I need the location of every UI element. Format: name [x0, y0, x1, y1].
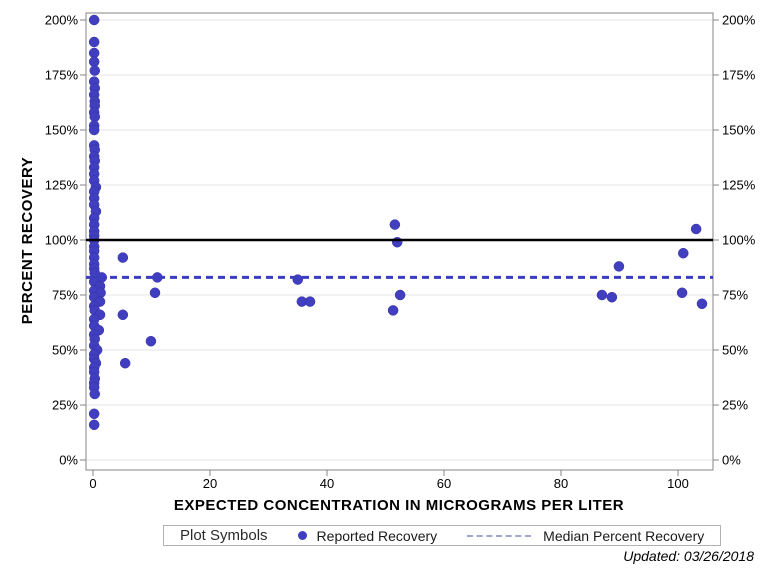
y-tick-label-right: 75% — [722, 287, 749, 303]
data-point — [389, 219, 401, 230]
data-point — [88, 47, 100, 59]
data-point — [391, 236, 403, 248]
y-tick-label-right: 175% — [722, 67, 756, 83]
dashed-line-icon — [467, 534, 532, 537]
y-tick-label-left: 50% — [51, 342, 78, 358]
y-tick-label-right: 50% — [722, 342, 749, 358]
data-point — [613, 261, 625, 272]
data-point — [89, 111, 101, 123]
y-tick-label-left: 25% — [51, 397, 78, 413]
legend-series-label: Reported Recovery — [316, 527, 438, 544]
y-tick-label-left: 100% — [44, 232, 78, 248]
legend-item-median: Median Percent Recovery — [437, 528, 704, 544]
y-tick-label-right: 0% — [722, 452, 741, 468]
y-tick-label-right: 150% — [722, 122, 756, 138]
legend-item-reported-recovery: Reported Recovery — [297, 527, 438, 544]
data-point — [145, 335, 157, 347]
data-point — [89, 65, 101, 76]
data-point — [88, 56, 100, 68]
data-point — [88, 124, 100, 136]
data-point — [88, 36, 100, 48]
y-tick-label-left: 175% — [44, 67, 78, 83]
data-point — [678, 247, 689, 259]
y-tick-label-right: 25% — [722, 397, 749, 413]
y-tick-label-left: 200% — [44, 12, 78, 28]
data-point — [596, 289, 608, 301]
data-point — [676, 287, 688, 299]
x-tick-label: 20 — [202, 476, 218, 491]
data-point — [119, 357, 131, 369]
legend-title: Plot Symbols — [180, 527, 268, 544]
data-point — [88, 419, 100, 431]
data-point — [89, 388, 101, 400]
legend: Plot Symbols Reported Recovery Median Pe… — [163, 525, 722, 546]
data-point — [149, 287, 161, 299]
updated-note: Updated: 03/26/2018 — [623, 548, 754, 564]
data-point — [696, 298, 708, 310]
y-tick-label-left: 150% — [44, 122, 78, 138]
x-tick-label: 60 — [436, 476, 452, 491]
data-point — [606, 291, 618, 303]
data-point — [88, 14, 100, 26]
data-point — [88, 408, 100, 420]
y-tick-label-left: 125% — [44, 177, 78, 193]
y-tick-label-left: 75% — [51, 287, 78, 303]
y-tick-label-right: 200% — [722, 12, 756, 28]
x-tick-label: 0 — [89, 476, 97, 491]
y-tick-label-right: 100% — [722, 232, 756, 248]
x-axis-title: EXPECTED CONCENTRATION IN MICROGRAMS PER… — [173, 497, 625, 514]
y-tick-label-right: 125% — [722, 177, 756, 193]
x-tick-label: 80 — [553, 476, 569, 491]
data-point — [387, 305, 399, 316]
legend-median-label: Median Percent Recovery — [543, 527, 705, 544]
scatter-marker-icon — [297, 531, 307, 540]
y-tick-label-left: 0% — [59, 452, 78, 468]
x-tick-label: 40 — [319, 476, 335, 491]
data-point — [117, 252, 129, 263]
data-point — [394, 289, 406, 301]
data-point — [117, 309, 129, 321]
plot-frame — [85, 12, 714, 471]
data-point — [304, 296, 316, 307]
x-tick-label: 100 — [667, 476, 689, 491]
data-point — [690, 223, 702, 235]
